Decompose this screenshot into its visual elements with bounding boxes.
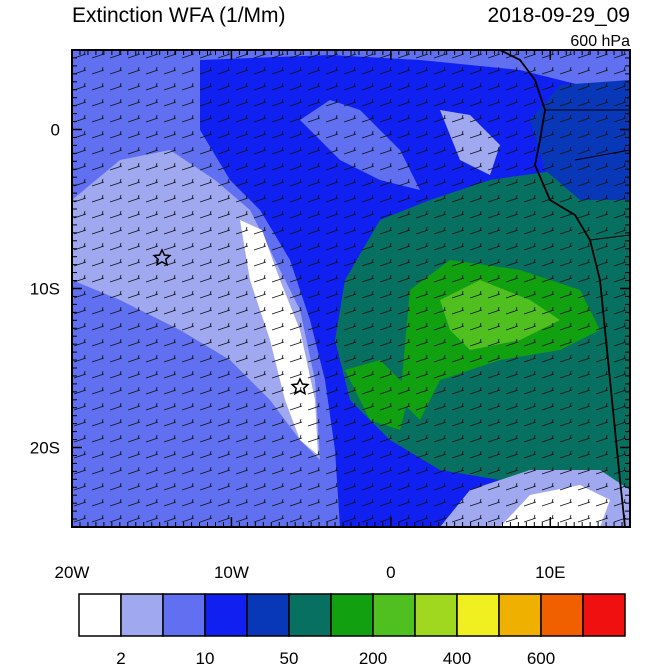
y-tick-label: 20S bbox=[30, 439, 60, 458]
colorbar-box bbox=[498, 593, 542, 637]
map-field bbox=[72, 50, 630, 527]
colorbar-box bbox=[288, 593, 332, 637]
colorbar-label: 50 bbox=[280, 649, 299, 667]
colorbar-box bbox=[414, 593, 458, 637]
colorbar-label: 2 bbox=[116, 649, 125, 667]
colorbar-label: 400 bbox=[443, 649, 471, 667]
title: Extinction WFA (1/Mm) bbox=[72, 4, 286, 27]
colorbar-box bbox=[330, 593, 374, 637]
colorbar-box bbox=[204, 593, 248, 637]
colorbar-label: 200 bbox=[359, 649, 387, 667]
colorbar-box bbox=[246, 593, 290, 637]
coastline bbox=[499, 50, 626, 527]
border bbox=[545, 109, 630, 241]
x-tick-label: 10E bbox=[535, 563, 565, 582]
axes: 20W 10W 0 10E 0 10S 20S bbox=[30, 49, 631, 582]
colorbar-box bbox=[162, 593, 206, 637]
wind-barbs bbox=[72, 50, 630, 527]
x-tick-label: 10W bbox=[214, 563, 249, 582]
date: 2018-09-29_09 bbox=[488, 4, 630, 27]
colorbar-box bbox=[120, 593, 164, 637]
x-tick-label: 0 bbox=[386, 563, 395, 582]
colorbar-box bbox=[582, 593, 626, 637]
y-tick-label: 0 bbox=[51, 121, 60, 140]
colorbar-box bbox=[372, 593, 416, 637]
colorbar: 2 10 50 200 400 600 bbox=[78, 593, 626, 667]
y-tick-label: 10S bbox=[30, 280, 60, 299]
colorbar-box bbox=[456, 593, 500, 637]
x-tick-label: 20W bbox=[55, 563, 90, 582]
level: 600 hPa bbox=[570, 33, 630, 50]
site-marker bbox=[290, 377, 310, 396]
site-marker bbox=[152, 248, 172, 267]
colorbar-label: 600 bbox=[527, 649, 555, 667]
colorbar-box bbox=[540, 593, 584, 637]
colorbar-box bbox=[78, 593, 122, 637]
colorbar-label: 10 bbox=[196, 649, 215, 667]
